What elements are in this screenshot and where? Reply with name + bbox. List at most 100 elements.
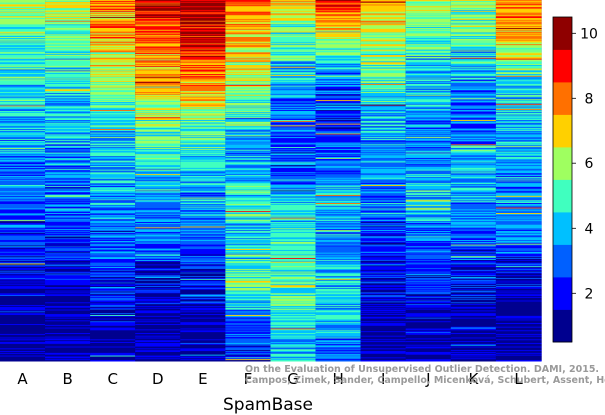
- heatmap-cell: [315, 54, 362, 56]
- heatmap-cell: [405, 140, 452, 143]
- heatmap-cell: [135, 168, 181, 171]
- heatmap-cell: [360, 63, 407, 65]
- heatmap-cell: [180, 276, 227, 278]
- heatmap-cell: [90, 355, 136, 357]
- heatmap-cell: [225, 104, 272, 107]
- heatmap-cell: [405, 128, 452, 130]
- heatmap-cell: [90, 23, 136, 25]
- heatmap-cell: [135, 55, 181, 58]
- heatmap-cell: [315, 335, 362, 338]
- heatmap-cell: [495, 143, 542, 145]
- heatmap-cell: [135, 329, 181, 331]
- heatmap-cell: [135, 33, 181, 35]
- heatmap-cell: [315, 21, 362, 24]
- heatmap-cells: [0, 0, 542, 362]
- heatmap-column-L: [495, 0, 542, 362]
- heatmap-cell: [0, 55, 46, 58]
- heatmap-cell: [0, 323, 46, 325]
- heatmap-cell: [270, 342, 317, 344]
- heatmap-cell: [405, 27, 452, 30]
- heatmap-cell: [180, 349, 227, 351]
- heatmap-cell: [495, 118, 542, 120]
- heatmap-cell: [315, 142, 362, 144]
- heatmap-cell: [180, 112, 227, 115]
- heatmap-cell: [90, 7, 136, 9]
- heatmap-cell: [315, 117, 362, 119]
- heatmap-cell: [450, 316, 497, 319]
- heatmap-cell: [405, 27, 452, 29]
- heatmap-cell: [0, 121, 46, 124]
- heatmap-cell: [405, 348, 452, 350]
- heatmap-cell: [405, 0, 452, 3]
- heatmap-cell: [45, 234, 91, 237]
- heatmap-cell: [0, 3, 46, 6]
- heatmap-cell: [450, 57, 497, 60]
- heatmap-cell: [180, 231, 227, 233]
- heatmap-cell: [45, 62, 91, 64]
- heatmap-cell: [315, 310, 362, 312]
- heatmap-cell: [135, 60, 181, 62]
- heatmap-cell: [450, 346, 497, 348]
- heatmap-cell: [360, 50, 407, 52]
- heatmap-cell: [360, 60, 407, 62]
- heatmap-cell: [405, 233, 452, 236]
- heatmap-cell: [450, 333, 497, 336]
- heatmap-cell: [270, 19, 317, 22]
- heatmap-cell: [225, 293, 272, 295]
- heatmap-cell: [315, 240, 362, 243]
- heatmap-cell: [0, 218, 46, 220]
- heatmap-cell: [315, 225, 362, 228]
- heatmap-cell: [0, 338, 46, 340]
- heatmap-cell: [90, 58, 136, 61]
- heatmap-cell: [450, 230, 497, 232]
- heatmap-cell: [270, 279, 317, 282]
- heatmap-cell: [495, 113, 542, 116]
- heatmap-cell: [0, 235, 46, 237]
- heatmap-cell: [225, 172, 272, 174]
- heatmap-cell: [135, 175, 181, 178]
- heatmap-cell: [315, 62, 362, 64]
- heatmap-cell: [90, 94, 136, 97]
- heatmap-cell: [495, 35, 542, 37]
- heatmap-cell: [90, 317, 136, 320]
- heatmap-cell: [135, 87, 181, 89]
- heatmap-cell: [180, 166, 227, 169]
- heatmap-cell: [405, 342, 452, 345]
- x-tick-label-G: G: [287, 370, 299, 388]
- heatmap-cell: [0, 222, 46, 225]
- heatmap-cell: [180, 236, 227, 238]
- heatmap-cell: [495, 328, 542, 330]
- heatmap-cell: [495, 165, 542, 167]
- heatmap-cell: [495, 256, 542, 258]
- heatmap-cell: [225, 67, 272, 70]
- heatmap-cell: [405, 63, 452, 65]
- heatmap-cell: [0, 207, 46, 209]
- heatmap-cell: [405, 56, 452, 59]
- heatmap-cell: [180, 353, 227, 356]
- heatmap-cell: [0, 99, 46, 101]
- heatmap-cell: [270, 106, 317, 108]
- heatmap-cell: [315, 146, 362, 148]
- heatmap-cell: [225, 39, 272, 42]
- heatmap-cell: [0, 119, 46, 121]
- heatmap-cell: [450, 79, 497, 81]
- heatmap-cell: [135, 21, 181, 24]
- heatmap-cell: [270, 309, 317, 311]
- heatmap-cell: [180, 95, 227, 98]
- heatmap-cell: [135, 328, 181, 330]
- heatmap-cell: [495, 276, 542, 278]
- heatmap-cell: [225, 229, 272, 231]
- heatmap-cell: [90, 92, 136, 95]
- heatmap-cell: [45, 271, 91, 274]
- heatmap-cell: [135, 104, 181, 107]
- heatmap-cell: [225, 344, 272, 347]
- heatmap-cell: [45, 348, 91, 350]
- heatmap-cell: [225, 200, 272, 202]
- heatmap-cell: [225, 24, 272, 26]
- heatmap-cell: [90, 168, 136, 171]
- heatmap-cell: [495, 180, 542, 182]
- heatmap-cell: [45, 129, 91, 132]
- heatmap-cell: [225, 231, 272, 233]
- heatmap-cell: [270, 93, 317, 96]
- heatmap-cell: [45, 307, 91, 310]
